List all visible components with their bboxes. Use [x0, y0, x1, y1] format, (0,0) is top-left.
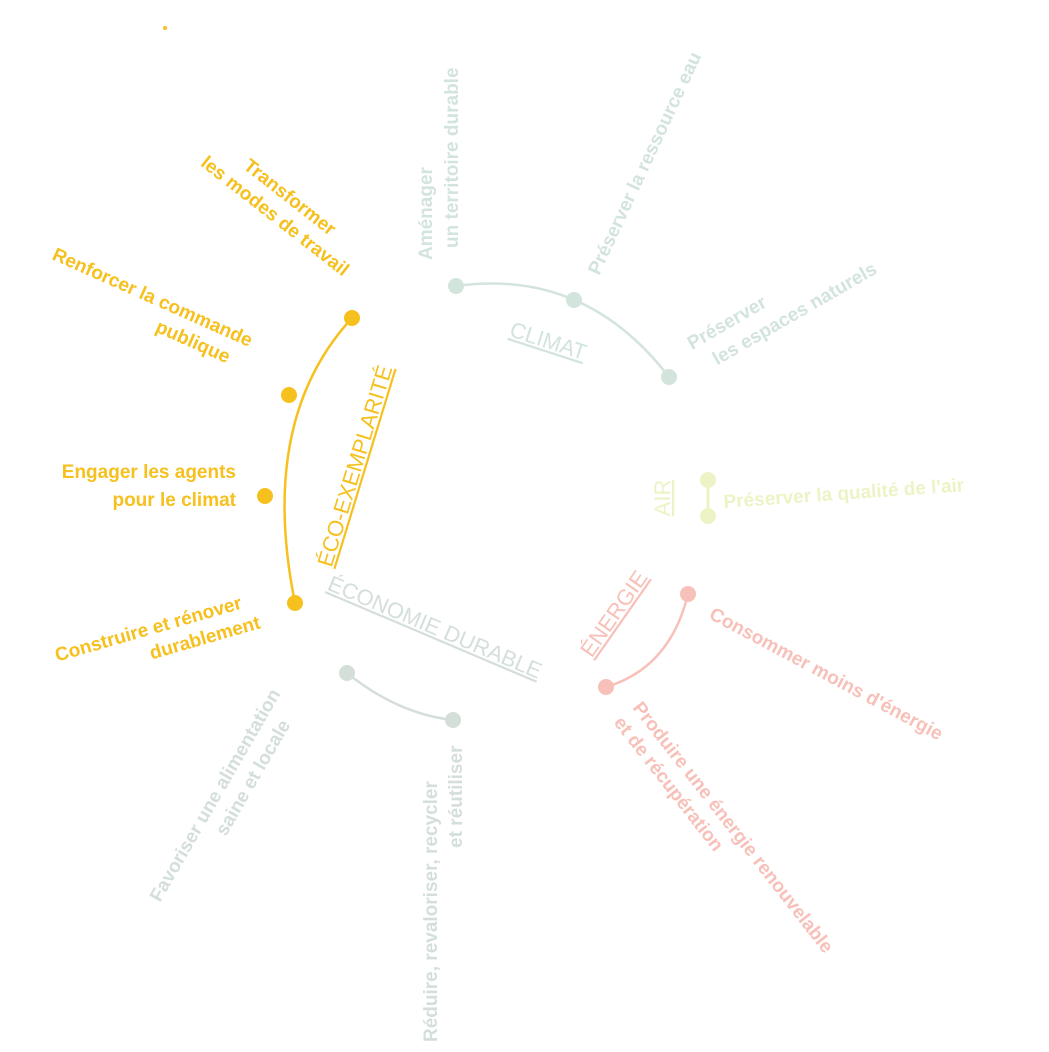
- action-reduire-line2: et réutiliser: [446, 745, 467, 848]
- action-engager: Engager les agents pour le climat: [62, 462, 237, 511]
- node-transformer: [344, 310, 360, 326]
- theme-economie-durable: ÉCONOMIE DURABLE: [324, 571, 545, 684]
- theme-energie: ÉNERGIE: [575, 566, 652, 661]
- energie-branch: ÉNERGIE Consommer moins d'énergie Produi…: [575, 566, 946, 957]
- energie-arc: [605, 593, 690, 689]
- decorative-dot: [163, 26, 167, 30]
- climat-arc: [455, 282, 670, 378]
- action-engager-line2: pour le climat: [112, 490, 236, 511]
- action-renforcer: Renforcer la commande publique: [49, 244, 255, 368]
- eco-exemplarite-branch: ÉCO-EXEMPLARITÉ Transformer les modes de…: [49, 152, 397, 667]
- node-air-top: [700, 472, 716, 488]
- action-construire: Construire et rénover durablement: [53, 593, 264, 667]
- eco-exemplarite-arc: [283, 317, 353, 604]
- node-produire: [598, 679, 614, 695]
- action-espaces-naturels: Préserver les espaces naturels: [684, 259, 881, 370]
- node-engager: [257, 488, 273, 504]
- action-consommer: Consommer moins d'énergie: [706, 604, 946, 745]
- action-amenager-line2: un territoire durable: [442, 67, 463, 248]
- action-amenager-line1: Aménager: [416, 166, 437, 260]
- action-ressource-eau: Préserver la ressource eau: [584, 49, 706, 278]
- node-favoriser: [339, 665, 355, 681]
- node-air-bottom: [700, 508, 716, 524]
- action-favoriser: Favoriser une alimentation saine et loca…: [146, 686, 295, 906]
- node-consommer: [680, 586, 696, 602]
- action-amenager: Aménager un territoire durable: [416, 67, 463, 260]
- node-reduire: [445, 712, 461, 728]
- economie-durable-arc: [346, 672, 454, 722]
- node-renforcer: [281, 387, 297, 403]
- action-favoriser-line1: Favoriser une alimentation: [146, 686, 285, 906]
- node-construire: [287, 595, 303, 611]
- action-produire: Produire une énergie renouvelable et de …: [609, 698, 837, 957]
- node-espaces-naturels: [661, 369, 677, 385]
- air-branch: AIR Préserver la qualité de l'air: [650, 472, 965, 524]
- climat-branch: CLIMAT Aménager un territoire durable Pr…: [416, 49, 881, 385]
- theme-air: AIR: [650, 480, 675, 517]
- theme-eco-exemplarite: ÉCO-EXEMPLARITÉ: [312, 362, 397, 569]
- action-reduire: Réduire, revaloriser, recycler et réutil…: [421, 745, 467, 1042]
- action-reduire-line1: Réduire, revaloriser, recycler: [421, 781, 442, 1042]
- action-qualite-air: Préserver la qualité de l'air: [723, 475, 966, 513]
- action-transformer: Transformer les modes de travail: [197, 152, 353, 280]
- action-engager-line1: Engager les agents: [62, 462, 236, 483]
- action-produire-line1: Produire une énergie renouvelable: [628, 698, 837, 957]
- theme-climat: CLIMAT: [507, 317, 590, 365]
- node-amenager: [448, 278, 464, 294]
- node-ressource-eau: [566, 292, 582, 308]
